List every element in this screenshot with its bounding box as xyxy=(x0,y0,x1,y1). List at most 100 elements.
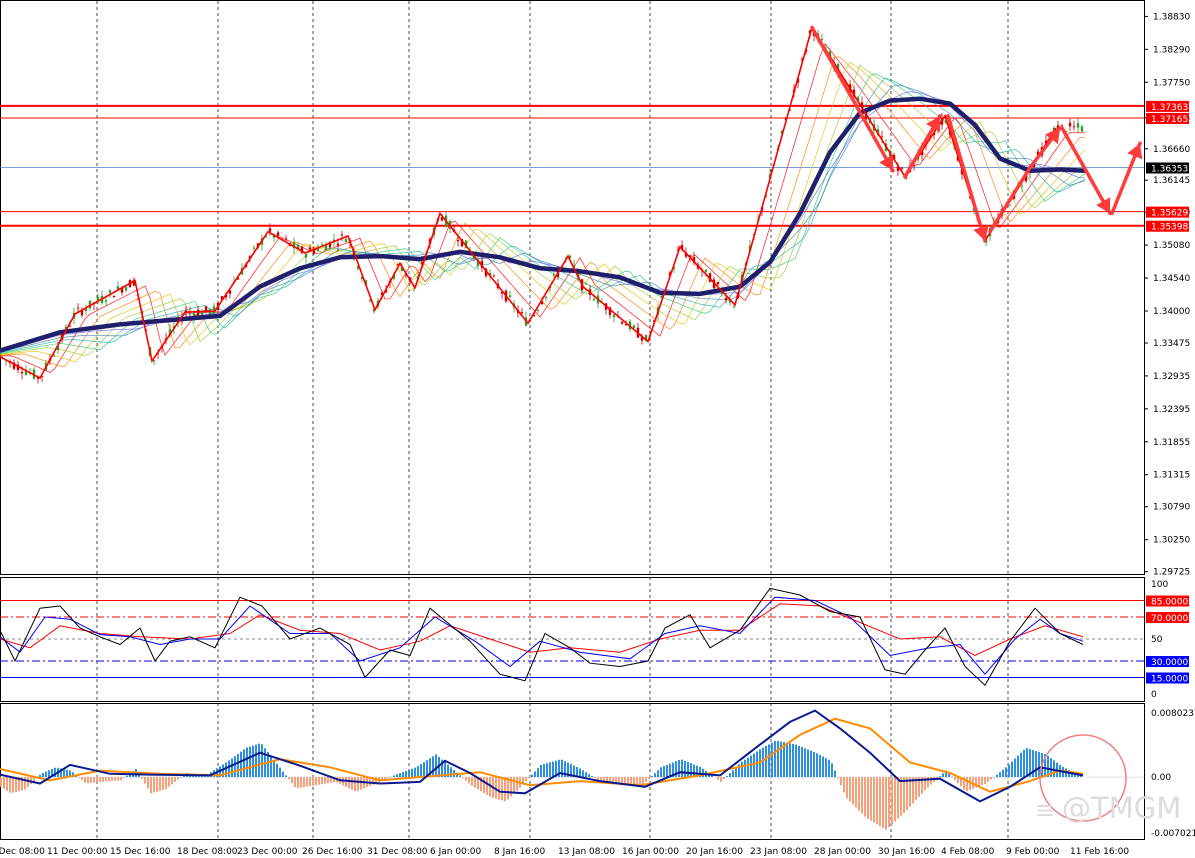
candle-body xyxy=(236,277,240,280)
macd-histogram-bar xyxy=(555,760,557,778)
candle-body xyxy=(788,109,792,111)
macd-histogram-bar xyxy=(171,777,173,785)
price-tick-label: 1.32935 xyxy=(1153,372,1190,382)
macd-histogram-bar xyxy=(471,777,473,786)
macd-histogram-bar xyxy=(567,762,569,778)
macd-histogram-bar xyxy=(303,777,305,788)
candle-body xyxy=(476,260,480,266)
macd-histogram-bar xyxy=(156,777,158,792)
macd-histogram-bar xyxy=(333,777,335,783)
candle-body xyxy=(196,309,200,316)
candle-body xyxy=(68,325,72,327)
oscillator-black-line xyxy=(0,587,1084,686)
macd-histogram-bar xyxy=(1032,750,1034,778)
macd-histogram-bar xyxy=(822,756,824,778)
candle-body xyxy=(316,247,320,251)
candle-body xyxy=(684,252,688,257)
candle-body xyxy=(344,238,348,243)
oscillator-level-label: 15.0000 xyxy=(1151,675,1188,685)
candle-body xyxy=(220,296,224,300)
candle-body xyxy=(672,266,676,269)
macd-histogram-bar xyxy=(975,777,977,788)
time-tick-label: 26 Dec 16:00 xyxy=(302,847,363,857)
macd-histogram-bar xyxy=(525,777,527,782)
price-tick-label: 1.31315 xyxy=(1153,471,1190,481)
macd-histogram-bar xyxy=(561,759,563,778)
macd-histogram-bar xyxy=(288,777,290,780)
oscillator-red-line xyxy=(0,603,1084,657)
forecast-arrow-head xyxy=(1127,143,1143,160)
macd-histogram-bar xyxy=(714,777,716,778)
macd-histogram-bar xyxy=(54,767,56,778)
macd-histogram-bar xyxy=(894,777,896,822)
macd-histogram-bar xyxy=(24,777,26,790)
macd-histogram-bar xyxy=(993,777,995,778)
candle-body xyxy=(296,245,300,250)
macd-histogram-bar xyxy=(693,764,695,778)
candle-body xyxy=(540,301,544,305)
macd-histogram-bar xyxy=(681,759,683,778)
macd-histogram-bar xyxy=(291,777,293,784)
macd-histogram-bar xyxy=(405,770,407,778)
candle-body xyxy=(624,324,628,326)
price-tick-label: 1.32395 xyxy=(1153,405,1190,415)
candle-body xyxy=(828,51,832,57)
macd-histogram-bar xyxy=(522,777,524,785)
oscillator-axis: 85.0000 70.0000 30.0000 15.0000 100 50 0 xyxy=(1146,580,1189,700)
time-tick-label: 23 Dec 00:00 xyxy=(237,847,298,857)
macd-tick-label: 0.0080237 xyxy=(1151,709,1195,719)
macd-histogram-bar xyxy=(141,777,143,779)
time-tick-label: 16 Jan 00:00 xyxy=(622,847,679,857)
ribbon-ma-line xyxy=(0,43,1086,373)
macd-histogram-bar xyxy=(612,777,614,784)
macd-histogram-bar xyxy=(813,751,815,778)
candle-body xyxy=(356,266,360,269)
candle-body xyxy=(552,274,556,276)
macd-histogram-bar xyxy=(402,772,404,778)
macd-histogram-bar xyxy=(468,777,470,784)
macd-histogram-bar xyxy=(372,777,374,785)
macd-histogram-bar xyxy=(261,744,263,778)
macd-histogram-bar xyxy=(123,777,125,779)
candle-body xyxy=(124,287,128,291)
macd-histogram-bar xyxy=(621,777,623,786)
price-tick-label: 1.36145 xyxy=(1153,176,1190,186)
macd-histogram-bar xyxy=(885,777,887,830)
macd-histogram-bar xyxy=(690,763,692,778)
time-tick-label: 4 Feb 08:00 xyxy=(941,847,995,857)
oscillator-level-label: 70.0000 xyxy=(1151,614,1188,624)
macd-histogram-bar xyxy=(93,777,95,783)
candle-body xyxy=(364,280,368,285)
candle-body xyxy=(304,254,308,258)
candle-body xyxy=(300,247,304,254)
candle-body xyxy=(132,279,136,286)
macd-histogram-bar xyxy=(243,749,245,778)
macd-histogram-bar xyxy=(942,773,944,778)
macd-histogram-bar xyxy=(1053,760,1055,778)
vertical-gridlines xyxy=(96,1,1009,840)
macd-histogram-bar xyxy=(558,759,560,778)
macd-main-line xyxy=(0,709,1084,803)
candle-body xyxy=(492,275,496,277)
candle-body xyxy=(488,272,492,276)
macd-histogram-bar xyxy=(1023,749,1025,778)
macd-histogram-bar xyxy=(444,762,446,778)
macd-histogram-bar xyxy=(753,753,755,778)
time-tick-label: 11 Dec 00:00 xyxy=(47,847,108,857)
candle-body xyxy=(400,267,404,272)
candle-body xyxy=(972,208,976,212)
macd-histogram-bar xyxy=(831,763,833,778)
candle-body xyxy=(112,295,116,298)
macd-histogram-bar xyxy=(114,777,116,781)
macd-histogram-bar xyxy=(480,777,482,792)
macd-histogram-bar xyxy=(750,755,752,778)
macd-histogram-bar xyxy=(669,763,671,778)
macd-histogram-bar xyxy=(111,777,113,782)
macd-histogram-bar xyxy=(774,741,776,778)
macd-histogram-bar xyxy=(642,777,644,785)
macd-histogram-bar xyxy=(9,777,11,793)
candle-body xyxy=(912,165,916,167)
candle-body xyxy=(1024,173,1028,182)
macd-histogram-bar xyxy=(687,762,689,778)
